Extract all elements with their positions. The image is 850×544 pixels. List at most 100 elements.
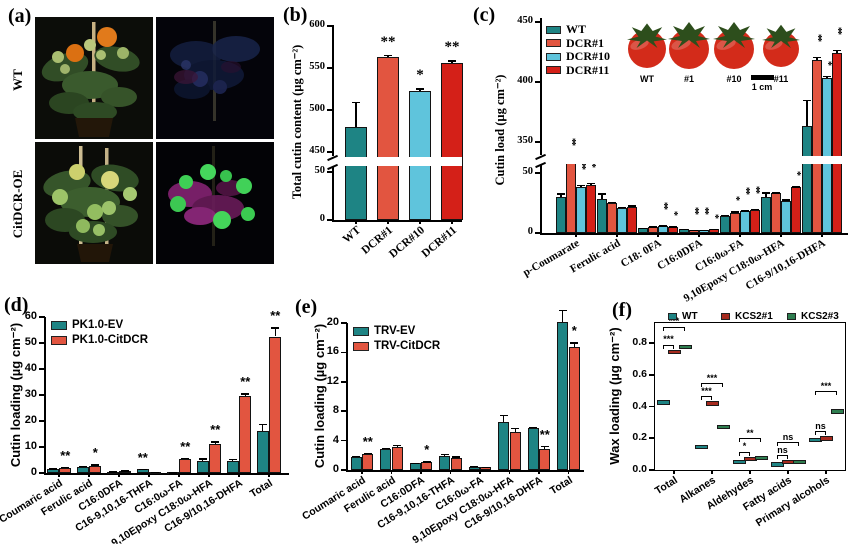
error-bar-cap — [258, 423, 267, 425]
y-tick — [535, 172, 541, 174]
y-tick-label: 0 — [319, 213, 325, 224]
photo-citdcr-oe-fluorescence — [156, 142, 274, 264]
legend-swatch — [353, 326, 369, 336]
plot-area-e: 0 4 8 12 16 20 Cutin loading (µg cm⁻²) ** Coumar… — [300, 309, 585, 544]
sig-star: ** — [566, 138, 577, 144]
error-bar-cap — [511, 428, 520, 430]
x-tick — [657, 233, 659, 237]
error-bar-cap — [803, 100, 811, 102]
legend-label: KCS2#1 — [735, 311, 773, 322]
box-marker — [732, 459, 746, 465]
panel-c-letter: (c) — [473, 4, 496, 26]
sig-label: *** — [701, 385, 712, 396]
sig-star: * — [730, 196, 741, 200]
bar — [576, 187, 586, 233]
y-tick — [327, 25, 333, 27]
sig-bracket — [815, 431, 826, 436]
y-axis-label: Cutin load (µg cm⁻²) — [493, 74, 507, 186]
sig-star: * — [92, 445, 98, 461]
fruit-label: #10 — [726, 74, 742, 84]
bar — [586, 185, 596, 233]
x-tick — [787, 470, 789, 474]
bar — [617, 207, 627, 233]
error-bar-cap — [813, 56, 821, 59]
x-axis — [346, 470, 585, 472]
y-axis-label: Wax loading (µg cm⁻²) — [607, 327, 622, 465]
error-bar-cap — [751, 209, 759, 211]
error-bar-cap — [108, 471, 117, 473]
error-bar-cap — [91, 464, 100, 466]
error-bar-cap — [271, 327, 280, 329]
error-bar-cap — [558, 309, 567, 312]
box-marker — [716, 424, 730, 430]
error-bar-cap — [659, 225, 667, 227]
x-axis — [540, 233, 849, 235]
category-label: Primary alcohols — [753, 474, 832, 530]
panel-f: (f) 0.0 0.2 0.4 0.6 0.8 Wax loading (µg cm⁻²)… — [585, 290, 850, 544]
error-bar-cap — [61, 467, 70, 469]
y-tick-label: 0.8 — [632, 336, 647, 348]
bar — [269, 336, 282, 473]
x-tick — [538, 470, 540, 474]
error-bar-cap — [411, 463, 420, 465]
y-tick-label: 0.6 — [632, 367, 647, 380]
sig-label: ns — [815, 420, 826, 431]
x-tick — [749, 470, 751, 474]
y-tick-label: 450 — [517, 15, 533, 26]
error-bar-cap — [618, 206, 626, 208]
sig-star: ** — [832, 26, 843, 33]
y-tick — [39, 316, 45, 318]
legend-swatch — [546, 39, 561, 47]
y-tick-label: 12 — [326, 374, 339, 387]
y-tick — [341, 322, 347, 324]
error-bar-cap — [211, 441, 220, 443]
legend-swatch — [546, 25, 561, 34]
x-axis — [44, 473, 290, 475]
axis-break-stripe — [334, 157, 462, 166]
x-tick — [88, 473, 90, 477]
sig-star: ** — [750, 186, 761, 192]
error-bar — [214, 441, 216, 445]
error-bar-cap — [540, 445, 549, 448]
sig-star: ** — [444, 39, 460, 56]
x-tick — [449, 470, 452, 474]
box-marker — [694, 444, 708, 450]
bar — [658, 225, 668, 233]
y-tick — [327, 219, 333, 221]
legend-label: DCR#1 — [566, 35, 604, 50]
x-tick — [673, 470, 675, 474]
error-bar-cap — [499, 414, 508, 417]
sig-bracket — [777, 455, 788, 460]
bar — [791, 187, 801, 233]
error-bar-cap — [639, 227, 647, 229]
sig-star: * — [709, 214, 720, 218]
panel-a-letter: (a) — [8, 5, 32, 27]
bar — [597, 199, 607, 233]
bar — [380, 449, 392, 470]
bar — [832, 53, 842, 233]
legend-item: KCS2#3 — [787, 311, 839, 322]
y-tick — [341, 410, 347, 412]
panel-e: (e) 0 4 8 12 16 20 Cutin loading (µg cm⁻²) ** Co… — [285, 290, 585, 544]
y-tick — [649, 437, 655, 440]
error-bar-cap — [452, 456, 461, 458]
x-tick — [825, 470, 827, 474]
error-bar-cap — [680, 228, 688, 231]
sig-label: *** — [663, 334, 674, 345]
x-tick — [148, 473, 150, 477]
error-bar-cap — [598, 193, 606, 195]
photo-wt-visible — [35, 17, 153, 139]
row-label-wt: WT — [10, 69, 25, 91]
y-tick-label: 350 — [517, 135, 533, 146]
sig-star: * — [791, 171, 802, 175]
legend-label: WT — [682, 311, 698, 322]
y-tick — [341, 439, 347, 442]
sig-star: ** — [180, 438, 191, 454]
error-bar-cap — [416, 88, 424, 90]
error-bar-cap — [78, 465, 87, 468]
bar — [256, 431, 269, 473]
error-bar-cap — [228, 458, 237, 461]
y-tick — [39, 394, 45, 396]
y-tick-label: 50 — [24, 336, 37, 348]
